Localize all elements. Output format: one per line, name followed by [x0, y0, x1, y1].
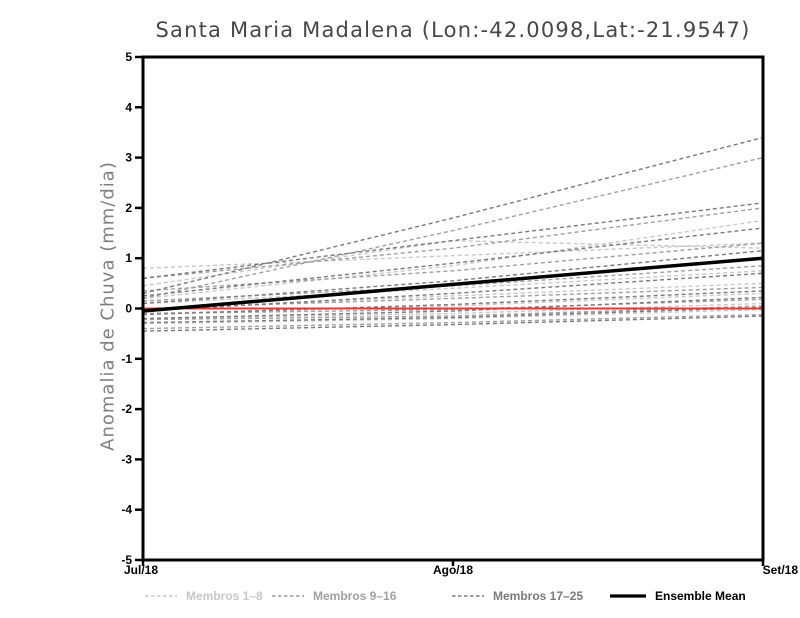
legend-item-membros-9-16: Membros 9–16: [272, 588, 396, 604]
plot-frame: [141, 55, 765, 562]
member-line: [142, 290, 764, 316]
member-line: [142, 242, 764, 292]
chart-legend: Membros 1–8 Membros 9–16 Membros 17–25 E…: [0, 588, 800, 610]
member-line: [142, 207, 764, 280]
dashed-line-swatch-icon: [145, 595, 177, 597]
member-line: [142, 239, 764, 287]
y-tick-label: 3: [125, 151, 132, 165]
ensemble-mean-line: [142, 256, 764, 313]
member-line: [142, 306, 764, 324]
legend-item-ensemble-mean: Ensemble Mean: [610, 588, 746, 604]
x-tick-label-ago: Ago/18: [432, 563, 473, 577]
member-line: [142, 136, 764, 295]
member-line: [142, 249, 764, 305]
y-tick-label: -5: [121, 553, 132, 567]
member-line: [142, 227, 764, 297]
y-tick-label: 1: [125, 251, 132, 265]
member-line: [142, 272, 764, 312]
member-line: [142, 156, 764, 300]
y-tick-label: -1: [121, 352, 132, 366]
y-tick-label: 2: [125, 201, 132, 215]
y-tick-label: 0: [125, 302, 132, 316]
member-line: [142, 308, 764, 325]
legend-item-membros-1-8: Membros 1–8: [145, 588, 263, 604]
member-line: [142, 302, 764, 320]
y-tick-label: 4: [125, 100, 132, 114]
solid-line-swatch-icon: [610, 594, 646, 598]
member-line: [142, 270, 764, 305]
x-tick-label-set: Set/18: [762, 563, 798, 577]
legend-label: Membros 17–25: [493, 589, 584, 603]
legend-label: Membros 9–16: [313, 589, 397, 603]
dashed-line-swatch-icon: [452, 595, 484, 597]
dashed-line-swatch-icon: [272, 595, 304, 597]
member-line: [142, 219, 764, 300]
member-line: [142, 305, 764, 321]
y-tick-label: -2: [121, 402, 132, 416]
member-line: [142, 298, 764, 315]
y-tick-label: -4: [121, 503, 132, 517]
y-tick-label: -3: [121, 452, 132, 466]
legend-label: Ensemble Mean: [655, 589, 746, 603]
member-line: [142, 202, 764, 280]
legend-label: Membros 1–8: [186, 589, 263, 603]
x-tick-label-jul: Jul/18: [124, 563, 159, 577]
member-line: [142, 313, 764, 330]
member-line: [142, 286, 764, 310]
member-line: [142, 315, 764, 332]
member-line: [142, 282, 764, 310]
y-tick-label: 5: [125, 50, 132, 64]
member-line: [142, 296, 764, 320]
legend-item-membros-17-25: Membros 17–25: [452, 588, 583, 604]
chart-title: Santa Maria Madalena (Lon:-42.0098,Lat:-…: [155, 18, 751, 42]
member-line: [142, 242, 764, 269]
member-line: [142, 292, 764, 315]
